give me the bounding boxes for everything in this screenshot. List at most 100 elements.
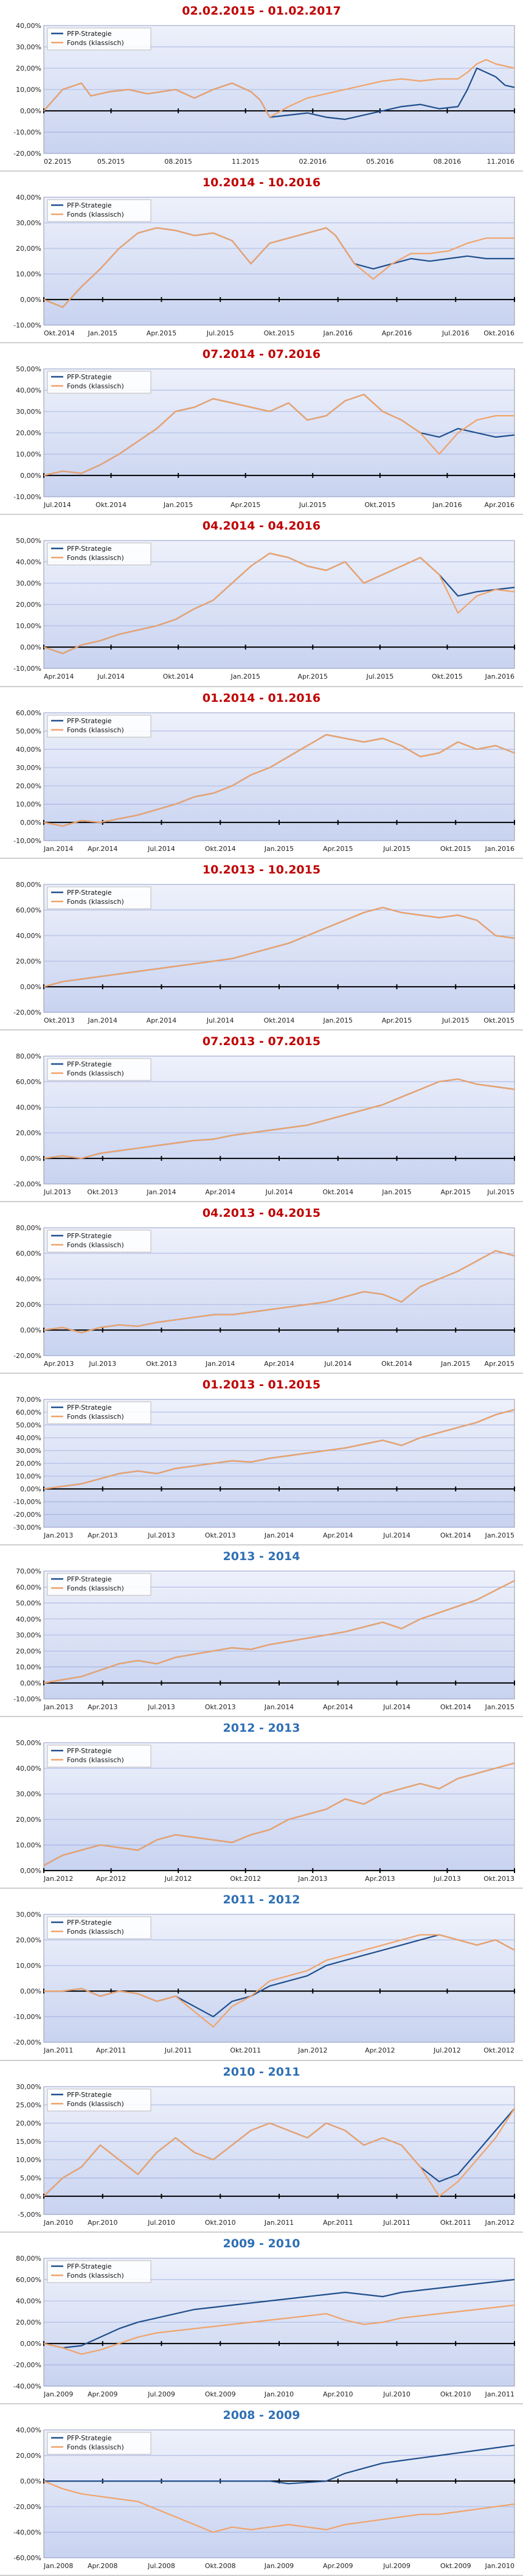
y-tick-label: 10,00% [16, 450, 41, 458]
legend-box [47, 2432, 151, 2455]
y-tick-label: 25,00% [16, 2101, 41, 2109]
x-tick-label: Jul.2015 [487, 1188, 514, 1196]
legend-label: PFP-Strategie [67, 2091, 112, 2099]
chart-title: 07.2014 - 07.2016 [202, 348, 321, 362]
x-tick-label: Okt.2013 [205, 1703, 236, 1711]
series-line-fonds [43, 1580, 515, 1684]
x-tick-label: 11.2015 [232, 158, 259, 166]
legend-box [47, 1916, 151, 1939]
legend-label: Fonds (klassisch) [67, 2443, 124, 2451]
y-tick-label: -20,00% [13, 2503, 41, 2511]
x-tick-label: Okt.2014 [440, 1703, 471, 1711]
chart-panel: 2013 - 2014 -10,00% 0,00% 10,00% 20,00% 30,00… [0, 1545, 523, 1718]
line-chart: -10,00% 0,00% 10,00% 20,00% 30,00% 40,00% Okt.… [13, 194, 515, 337]
y-tick-label: 0,00% [20, 1867, 41, 1875]
x-tick-label: Jul.2012 [164, 1875, 192, 1883]
y-tick-label: 50,00% [16, 365, 41, 373]
legend-label: PFP-Strategie [67, 201, 112, 209]
x-tick-label: Jul.2010 [147, 2219, 175, 2227]
chart-title: 01.2014 - 01.2016 [202, 691, 321, 705]
y-tick-label: 60,00% [16, 1409, 41, 1416]
y-tick-label: 10,00% [16, 2156, 41, 2164]
y-tick-label: 0,00% [20, 1988, 41, 1996]
y-tick-label: 30,00% [16, 408, 41, 416]
y-tick-label: -20,00% [13, 1352, 41, 1360]
line-chart: -40,00% -20,00% 0,00% 20,00% 40,00% 60,00% 80,… [13, 2255, 515, 2398]
legend-label: PFP-Strategie [67, 1060, 112, 1068]
x-tick-label: Apr.2010 [323, 2390, 353, 2398]
x-tick-label: Jul.2015 [383, 845, 410, 853]
chart-panel: 07.2014 - 07.2016 -10,00% 0,00% 10,00% 20,00… [0, 343, 523, 516]
x-tick-label: Jul.2015 [365, 673, 393, 681]
y-tick-label: 20,00% [16, 2319, 41, 2326]
x-tick-label: Jul.2014 [265, 1188, 293, 1196]
y-tick-label: -20,00% [13, 1180, 41, 1188]
x-tick-label: Jan.2013 [43, 1531, 73, 1539]
x-tick-label: Jul.2015 [299, 501, 327, 509]
line-chart: -10,00% 0,00% 10,00% 20,00% 30,00% 40,00% 50,0… [13, 1567, 515, 1711]
chart-title: 2009 - 2010 [223, 2236, 300, 2250]
x-tick-label: Jan.2010 [485, 2562, 514, 2570]
y-tick-label: 0,00% [20, 296, 41, 304]
x-tick-label: Jul.2013 [147, 1703, 175, 1711]
y-tick-label: -10,00% [13, 1695, 41, 1703]
x-tick-label: Jan.2014 [205, 1360, 235, 1368]
x-tick-label: Jan.2012 [297, 2047, 327, 2055]
y-tick-label: 70,00% [16, 1567, 41, 1575]
x-tick-label: Jan.2015 [230, 673, 260, 681]
series-line-pfp-strategie [44, 2444, 515, 2485]
y-tick-label: 0,00% [20, 819, 41, 827]
x-tick-label: Jan.2010 [43, 2219, 73, 2227]
x-tick-label: Jul.2013 [88, 1360, 116, 1368]
x-tick-label: Apr.2013 [365, 1875, 395, 1883]
series-line-fonds [43, 2107, 515, 2197]
x-tick-label: Jul.2014 [324, 1360, 352, 1368]
x-tick-label: Apr.2011 [96, 2047, 126, 2055]
x-tick-label: Jul.2013 [147, 1531, 175, 1539]
x-tick-label: Apr.2012 [365, 2047, 395, 2055]
x-tick-label: Apr.2014 [206, 1188, 235, 1196]
legend-label: PFP-Strategie [67, 1232, 112, 1240]
y-tick-label: 40,00% [16, 558, 41, 566]
y-tick-label: 10,00% [16, 622, 41, 630]
legend-label: Fonds (klassisch) [67, 1756, 124, 1764]
y-tick-label: -40,00% [13, 2382, 41, 2390]
x-tick-label: Apr.2013 [44, 1360, 74, 1368]
x-tick-label: Jan.2015 [88, 329, 117, 337]
x-tick-label: Jan.2015 [264, 845, 294, 853]
x-tick-label: Jan.2011 [485, 2390, 514, 2398]
x-tick-label: Okt.2011 [440, 2219, 471, 2227]
x-tick-label: Okt.2008 [205, 2562, 236, 2570]
x-tick-label: Jan.2015 [381, 1188, 411, 1196]
x-tick-label: Jan.2013 [297, 1875, 327, 1883]
legend-label: PFP-Strategie [67, 1404, 112, 1412]
x-tick-label: Okt.2009 [205, 2390, 236, 2398]
x-tick-label: Okt.2010 [205, 2219, 236, 2227]
chart-panel: 04.2013 - 04.2015 -20,00% 0,00% 20,00% 40,00… [0, 1202, 523, 1374]
x-tick-label: Apr.2014 [88, 845, 117, 853]
x-tick-label: Jan.2014 [264, 1531, 294, 1539]
y-tick-label: 20,00% [16, 1129, 41, 1137]
chart-panel: 10.2014 - 10.2016 -10,00% 0,00% 10,00% 20,00… [0, 172, 523, 344]
legend-label: PFP-Strategie [67, 1575, 112, 1583]
x-tick-label: Jul.2013 [433, 1875, 461, 1883]
line-chart: -20,00% 0,00% 20,00% 40,00% 60,00% 80,00% Apr.… [13, 1224, 515, 1368]
x-tick-label: Okt.2014 [205, 845, 236, 853]
x-tick-label: Jan.2014 [146, 1188, 176, 1196]
legend-label: PFP-Strategie [67, 2263, 112, 2270]
y-tick-label: 50,00% [16, 1600, 41, 1608]
x-tick-label: Apr.2014 [44, 673, 74, 681]
chart-title: 10.2014 - 10.2016 [202, 176, 321, 190]
series-line-fonds [43, 2304, 515, 2355]
x-tick-label: 08.2016 [434, 158, 461, 166]
x-tick-label: Apr.2015 [147, 329, 176, 337]
y-tick-label: 30,00% [16, 764, 41, 772]
line-chart: -20,00% -10,00% 0,00% 10,00% 20,00% 30,00% Jan… [13, 1911, 515, 2055]
chart-panel: 2010 - 2011 -5,00% 0,00% 5,00% 10,00% 15,00% 2… [0, 2060, 523, 2233]
legend-label: Fonds (klassisch) [67, 1241, 124, 1249]
chart-title: 2011 - 2012 [223, 1893, 300, 1907]
